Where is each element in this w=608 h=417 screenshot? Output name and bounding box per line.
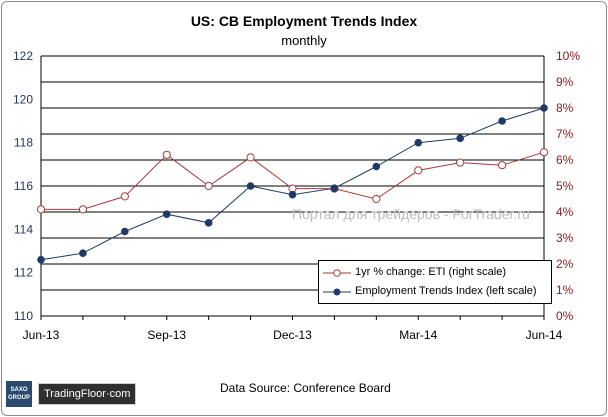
legend-swatch-pct <box>323 269 351 277</box>
data-point-pct <box>78 205 88 214</box>
tick-labels: 110 112 114 116 118 120 122 0% 1% 2% 3% 4% 5% 6% 7% 8% 9… <box>13 49 580 342</box>
data-point-eti <box>540 104 548 112</box>
data-point-eti <box>79 249 87 257</box>
legend: 1yr % change: ETI (right scale) Employme… <box>318 260 552 304</box>
data-point-pct <box>539 148 549 157</box>
legend-swatch-eti <box>323 288 351 296</box>
data-point-pct <box>497 161 507 170</box>
x-tick-label: Mar-14 <box>399 328 437 342</box>
gridlines <box>41 55 544 291</box>
data-point-eti <box>498 117 506 125</box>
y-right-tick-label: 0% <box>556 309 574 323</box>
y-right-tick-label: 7% <box>556 127 574 141</box>
legend-label-pct: 1yr % change: ETI (right scale) <box>355 266 507 278</box>
data-source: Data Source: Conference Board <box>220 381 391 395</box>
x-tick-label: Dec-13 <box>273 328 312 342</box>
tradingfloor-brand: SAXO GROUP TradingFloor·com <box>6 381 137 407</box>
chart-title: US: CB Employment Trends Index <box>190 13 418 29</box>
y-left-tick-label: 118 <box>14 136 33 150</box>
x-tick-label: Jun-14 <box>526 328 563 342</box>
y-right-tick-label: 3% <box>556 231 574 245</box>
x-tick-label: Jun-13 <box>23 328 60 342</box>
y-right-tick-label: 6% <box>556 153 574 167</box>
data-point-eti <box>330 184 339 192</box>
series-layer <box>36 104 549 264</box>
data-point-pct <box>414 166 423 175</box>
data-point-eti <box>246 182 255 190</box>
y-left-tick-label: 114 <box>14 222 33 236</box>
legend-item-eti: Employment Trends Index (left scale) <box>319 284 551 300</box>
data-point-eti <box>288 190 297 199</box>
y-left-tick-label: 116 <box>14 179 33 193</box>
y-right-tick-label: 5% <box>556 179 574 193</box>
y-left-tick-label: 120 <box>13 92 33 106</box>
data-point-eti <box>204 219 213 227</box>
data-point-eti <box>121 227 129 236</box>
y-left-tick-label: 110 <box>14 309 33 323</box>
data-point-pct <box>456 158 465 167</box>
legend-item-pct: 1yr % change: ETI (right scale) <box>319 265 551 281</box>
chart-subtitle: monthly <box>281 33 327 48</box>
y-left-tick-label: 122 <box>13 49 33 63</box>
y-right-tick-label: 9% <box>556 75 574 89</box>
data-point-eti <box>372 162 381 171</box>
data-point-pct <box>120 192 129 201</box>
data-point-pct <box>246 153 255 162</box>
y-right-tick-label: 4% <box>556 205 574 219</box>
y-right-tick-label: 8% <box>556 101 574 115</box>
data-point-eti <box>414 138 423 147</box>
saxo-logo: SAXO GROUP <box>6 381 32 407</box>
y-right-tick-label: 2% <box>556 257 574 271</box>
y-left-tick-label: 112 <box>14 266 33 280</box>
series-line-pct <box>41 151 545 210</box>
brand-name: TradingFloor·com <box>38 383 137 405</box>
data-point-pct <box>162 150 171 159</box>
series-line-eti <box>40 107 545 261</box>
x-tick-label: Sep-13 <box>147 328 186 342</box>
data-point-pct <box>372 194 381 204</box>
data-point-pct <box>36 205 46 214</box>
data-point-eti <box>37 255 45 264</box>
legend-label-eti: Employment Trends Index (left scale) <box>355 285 537 297</box>
watermark: Портал для трейдеров - ForTrader.ru <box>292 206 530 222</box>
data-point-pct <box>204 181 213 191</box>
data-point-eti <box>162 210 171 218</box>
data-point-eti <box>456 134 464 143</box>
y-right-tick-label: 1% <box>556 283 574 297</box>
y-right-tick-label: 10% <box>556 49 580 63</box>
